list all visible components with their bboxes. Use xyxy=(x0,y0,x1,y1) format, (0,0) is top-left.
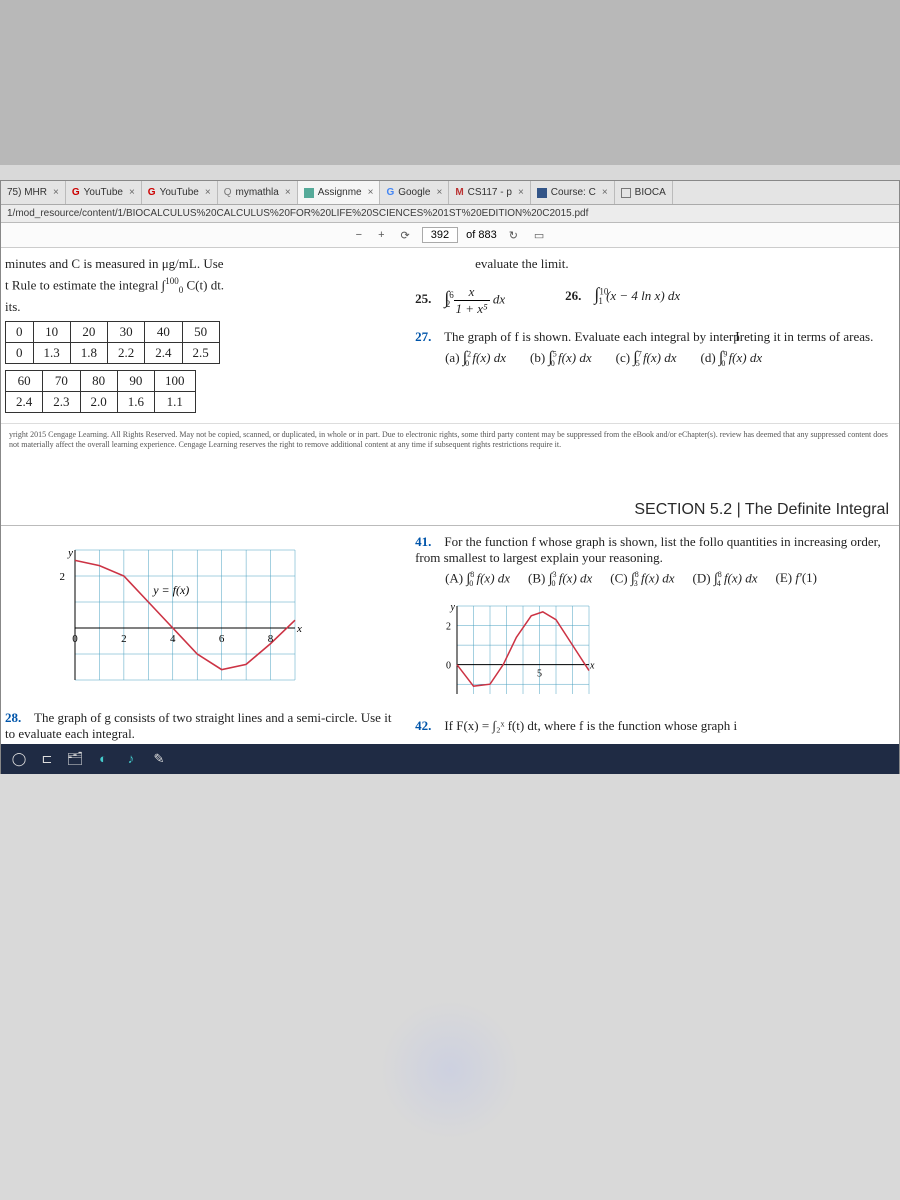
problem-41: 41. For the function f whose graph is sh… xyxy=(415,534,895,566)
close-icon[interactable]: × xyxy=(602,187,608,198)
rotate-icon[interactable]: ↻ xyxy=(505,229,522,242)
problem-25: 25. ∫62 x 1 + x⁵ dx xyxy=(415,284,505,317)
part-A: (A) ∫80 f(x) dx xyxy=(445,570,510,588)
tab-course[interactable]: Course: C × xyxy=(531,181,615,204)
graph-fx: 2 0 2 4 6 8 x y y = f(x) xyxy=(45,540,305,700)
svg-text:2: 2 xyxy=(446,622,451,633)
problem-42: 42. If F(x) = ∫₂ˣ f(t) dt, where f is th… xyxy=(415,718,895,734)
url-text: 1/mod_resource/content/1/BIOCALCULUS%20C… xyxy=(7,208,588,219)
start-icon[interactable]: ◯ xyxy=(9,749,29,769)
svg-text:2: 2 xyxy=(121,633,127,645)
graph-fx-small: 2 0 5 y x xyxy=(435,598,595,708)
part-c: (c) ∫75 f(x) dx xyxy=(616,349,677,368)
tab-mhr[interactable]: 75) MHR × xyxy=(1,181,66,204)
svg-text:2: 2 xyxy=(60,571,66,583)
view-icon[interactable]: ▭ xyxy=(530,229,548,242)
tab-label: Assignme xyxy=(318,187,362,198)
tab-label: 75) MHR xyxy=(7,187,47,198)
close-icon[interactable]: × xyxy=(205,187,211,198)
page-total: of 883 xyxy=(466,229,497,241)
svg-text:x: x xyxy=(589,661,595,672)
search-icon: Q xyxy=(224,187,232,198)
tab-label: mymathla xyxy=(235,187,278,198)
table-row: 60 70 80 90 100 xyxy=(6,370,196,391)
fit-icon[interactable]: ⟳ xyxy=(397,229,414,242)
google-icon: G xyxy=(72,187,80,198)
svg-text:y: y xyxy=(450,602,456,613)
svg-text:y = f(x): y = f(x) xyxy=(152,583,189,597)
google-icon: G xyxy=(386,187,394,198)
context-text-2: t Rule to estimate the integral ∫1000 C(… xyxy=(5,276,395,295)
part-E: (E) f′(1) xyxy=(776,570,818,588)
close-icon[interactable]: × xyxy=(436,187,442,198)
svg-text:0: 0 xyxy=(446,661,451,672)
svg-text:y: y xyxy=(67,547,73,559)
part-B: (B) ∫30 f(x) dx xyxy=(528,570,592,588)
problem-27-parts: (a) ∫20 f(x) dx (b) ∫50 f(x) dx (c) ∫75 … xyxy=(445,349,895,368)
tab-mymathlab[interactable]: Q mymathla × xyxy=(218,181,298,204)
svg-text:0: 0 xyxy=(72,633,78,645)
tab-label: Google xyxy=(398,187,430,198)
close-icon[interactable]: × xyxy=(129,187,135,198)
data-table-1: 0 10 20 30 40 50 0 1.3 1.8 2.2 2.4 2.5 xyxy=(5,321,220,364)
table-row: 0 10 20 30 40 50 xyxy=(6,321,220,342)
section-header: SECTION 5.2 | The Definite Integral xyxy=(1,495,899,526)
part-d: (d) ∫90 f(x) dx xyxy=(701,349,763,368)
copyright-text: yright 2015 Cengage Learning. All Rights… xyxy=(1,423,899,455)
part-b: (b) ∫50 f(x) dx xyxy=(530,349,592,368)
tab-google[interactable]: G Google × xyxy=(380,181,449,204)
course-icon xyxy=(537,188,547,198)
edge-icon[interactable]: ◐ xyxy=(93,749,113,769)
part-a: (a) ∫20 f(x) dx xyxy=(445,349,506,368)
browser-tab-strip: 75) MHR × G YouTube × G YouTube × Q myma… xyxy=(1,181,899,205)
svg-text:5: 5 xyxy=(537,669,542,680)
close-icon[interactable]: × xyxy=(368,187,374,198)
laptop-screen: 75) MHR × G YouTube × G YouTube × Q myma… xyxy=(0,180,900,774)
context-text-3: its. xyxy=(5,299,395,315)
problem-41-parts: (A) ∫80 f(x) dx (B) ∫30 f(x) dx (C) ∫83 … xyxy=(445,570,895,588)
part-C: (C) ∫83 f(x) dx xyxy=(610,570,674,588)
app-icon[interactable]: ✎ xyxy=(149,749,169,769)
table-row: 0 1.3 1.8 2.2 2.4 2.5 xyxy=(6,342,220,363)
tab-label: CS117 - p xyxy=(468,187,512,198)
eval-limit-text: evaluate the limit. xyxy=(475,256,895,272)
tab-label: Course: C xyxy=(551,187,596,198)
svg-text:8: 8 xyxy=(268,633,274,645)
cortana-icon[interactable]: ⊏ xyxy=(37,749,57,769)
problem-26: 26. ∫101 (x − 4 ln x) dx xyxy=(565,284,680,317)
table-row: 2.4 2.3 2.0 1.6 1.1 xyxy=(6,391,196,412)
tab-cs117[interactable]: M CS117 - p × xyxy=(449,181,530,204)
tab-label: BIOCA xyxy=(635,187,666,198)
svg-text:x: x xyxy=(296,623,302,635)
part-D: (D) ∫84 f(x) dx xyxy=(693,570,758,588)
page-number-input[interactable]: 392 xyxy=(422,227,458,243)
m-icon: M xyxy=(455,187,463,198)
tab-youtube-2[interactable]: G YouTube × xyxy=(142,181,218,204)
close-icon[interactable]: × xyxy=(285,187,291,198)
close-icon[interactable]: × xyxy=(518,187,524,198)
close-icon[interactable]: × xyxy=(53,187,59,198)
tab-label: YouTube xyxy=(84,187,123,198)
explorer-icon[interactable]: 🗂 xyxy=(65,749,85,769)
zoom-in-button[interactable]: + xyxy=(374,229,388,241)
doc-icon xyxy=(621,188,631,198)
problem-28: 28. The graph of g consists of two strai… xyxy=(5,710,395,742)
tab-youtube-1[interactable]: G YouTube × xyxy=(66,181,142,204)
tab-assignment[interactable]: Assignme × xyxy=(298,181,381,204)
handwritten-I: I xyxy=(735,330,900,346)
data-table-2: 60 70 80 90 100 2.4 2.3 2.0 1.6 1.1 xyxy=(5,370,196,413)
url-bar[interactable]: 1/mod_resource/content/1/BIOCALCULUS%20C… xyxy=(1,205,899,223)
pdf-page: minutes and C is measured in μg/mL. Use … xyxy=(1,248,899,773)
svg-text:4: 4 xyxy=(170,633,176,645)
zoom-out-button[interactable]: − xyxy=(352,229,366,241)
pdf-toolbar: − + ⟳ 392 of 883 ↻ ▭ xyxy=(1,223,899,248)
google-icon: G xyxy=(148,187,156,198)
tab-bioca[interactable]: BIOCA xyxy=(615,181,673,204)
groove-icon[interactable]: ♪ xyxy=(121,749,141,769)
context-text-1: minutes and C is measured in μg/mL. Use xyxy=(5,256,395,272)
doc-icon xyxy=(304,188,314,198)
tab-label: YouTube xyxy=(160,187,199,198)
windows-taskbar[interactable]: ◯ ⊏ 🗂 ◐ ♪ ✎ xyxy=(1,744,899,774)
svg-text:6: 6 xyxy=(219,633,225,645)
